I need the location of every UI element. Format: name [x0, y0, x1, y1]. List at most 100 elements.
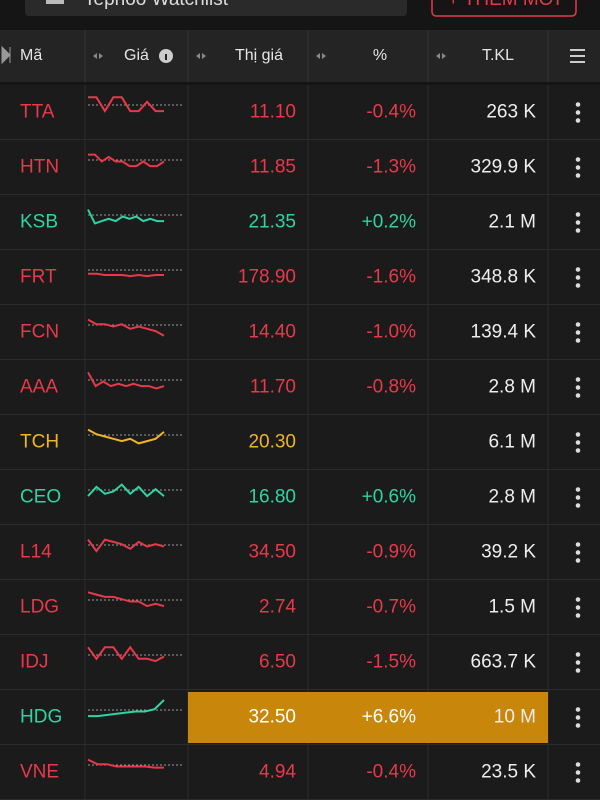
collapse-icon[interactable]	[1, 45, 11, 65]
sparkline	[87, 538, 165, 553]
row-menu-dot[interactable]	[575, 542, 581, 547]
list-icon	[46, 0, 64, 4]
stock-code: HTN	[20, 157, 59, 178]
row-menu-dot[interactable]	[575, 558, 581, 563]
price: 4.94	[259, 762, 296, 783]
row-menu-dot[interactable]	[575, 448, 581, 453]
volume: 329.9 K	[471, 157, 537, 178]
row[interactable]	[0, 305, 600, 360]
row-menu-dot[interactable]	[575, 495, 581, 500]
stock-code: FCN	[20, 322, 59, 343]
volume: 663.7 K	[471, 652, 537, 673]
row-menu-dot[interactable]	[575, 503, 581, 508]
sort-icon	[316, 53, 326, 59]
change-percent: -0.7%	[366, 597, 416, 618]
change-percent: +0.6%	[362, 487, 417, 508]
row-menu-dot[interactable]	[575, 652, 581, 657]
row-menu-dot[interactable]	[575, 338, 581, 343]
row[interactable]	[0, 250, 600, 305]
row-menu-dot[interactable]	[575, 597, 581, 602]
change-percent: -0.4%	[366, 102, 416, 123]
stock-code: IDJ	[20, 652, 49, 673]
row[interactable]	[0, 580, 600, 635]
price: 178.90	[238, 267, 296, 288]
row-menu-dot[interactable]	[575, 487, 581, 492]
row-menu-dot[interactable]	[575, 165, 581, 170]
column-header[interactable]: Mã	[20, 47, 42, 64]
row-menu-dot[interactable]	[575, 322, 581, 327]
row-menu-dot[interactable]	[575, 550, 581, 555]
watchlist-selector[interactable]	[25, 0, 407, 16]
sparkline	[88, 272, 164, 278]
add-button-label: + THÊM MỚI	[448, 0, 561, 10]
row-menu-dot[interactable]	[575, 715, 581, 720]
row-menu-dot[interactable]	[575, 157, 581, 162]
row-menu-dot[interactable]	[575, 660, 581, 665]
row-menu-dot[interactable]	[575, 668, 581, 673]
column-header[interactable]: T.KL	[482, 47, 514, 64]
volume: 10 M	[494, 707, 536, 728]
sparkline	[87, 318, 165, 337]
row[interactable]	[0, 415, 600, 470]
price: 11.85	[250, 157, 296, 178]
row-menu-dot[interactable]	[575, 778, 581, 783]
row-menu-dot[interactable]	[575, 173, 581, 178]
row-menu-dot[interactable]	[575, 275, 581, 280]
row-menu-dot[interactable]	[575, 228, 581, 233]
info-icon-mark	[165, 54, 167, 60]
column-header[interactable]: Giá	[124, 47, 149, 64]
volume: 263 K	[486, 102, 536, 123]
add-button[interactable]	[431, 0, 577, 17]
change-percent: +6.6%	[362, 707, 417, 728]
row-menu-dot[interactable]	[575, 267, 581, 272]
row-menu-dot[interactable]	[575, 377, 581, 382]
row-menu-dot[interactable]	[575, 393, 581, 398]
row-menu-dot[interactable]	[575, 762, 581, 767]
price: 34.50	[248, 542, 296, 563]
stock-code: TTA	[20, 102, 55, 123]
volume: 23.5 K	[481, 762, 536, 783]
stock-code: LDG	[20, 597, 59, 618]
row-menu-dot[interactable]	[575, 220, 581, 225]
stock-code: AAA	[20, 377, 58, 398]
row[interactable]	[0, 140, 600, 195]
row-menu-dot[interactable]	[575, 613, 581, 618]
sparkline	[87, 758, 164, 769]
volume: 2.8 M	[488, 377, 536, 398]
column-header[interactable]: %	[373, 47, 387, 64]
sort-icon	[196, 53, 206, 59]
row-menu-dot[interactable]	[575, 212, 581, 217]
row-menu-dot[interactable]	[575, 283, 581, 288]
column-header[interactable]: Thị giá	[235, 47, 283, 64]
row[interactable]	[0, 85, 600, 140]
row-menu-dot[interactable]	[575, 102, 581, 107]
row-menu-dot[interactable]	[575, 707, 581, 712]
row-menu-dot[interactable]	[575, 440, 581, 445]
price: 6.50	[259, 652, 296, 673]
sparkline	[87, 428, 165, 445]
sparkline	[87, 209, 164, 225]
change-percent: -1.0%	[366, 322, 416, 343]
row-menu-dot[interactable]	[575, 605, 581, 610]
volume: 39.2 K	[481, 542, 536, 563]
row[interactable]	[0, 470, 600, 525]
row[interactable]	[0, 635, 600, 690]
stock-code: FRT	[20, 267, 57, 288]
row-menu-dot[interactable]	[575, 330, 581, 335]
volume: 139.4 K	[471, 322, 537, 343]
row-menu-dot[interactable]	[575, 118, 581, 123]
sparkline	[87, 483, 165, 498]
change-percent: -1.6%	[366, 267, 416, 288]
row[interactable]	[0, 525, 600, 580]
row[interactable]	[0, 360, 600, 415]
watchlist-title: Tephoo Watchlist	[84, 0, 229, 10]
row-menu-dot[interactable]	[575, 723, 581, 728]
menu-icon[interactable]	[570, 49, 585, 63]
change-percent: -0.8%	[366, 377, 416, 398]
row-menu-dot[interactable]	[575, 110, 581, 115]
row-menu-dot[interactable]	[575, 770, 581, 775]
row[interactable]	[0, 745, 600, 800]
row-menu-dot[interactable]	[575, 432, 581, 437]
row-menu-dot[interactable]	[575, 385, 581, 390]
